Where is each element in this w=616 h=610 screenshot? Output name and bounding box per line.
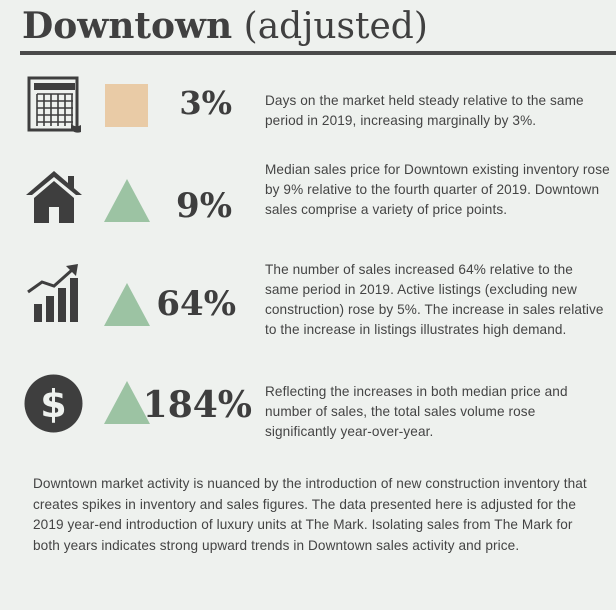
- row-description: The number of sales increased 64% relati…: [265, 262, 604, 337]
- svg-text:$: $: [40, 382, 66, 426]
- title-light: (adjusted): [243, 6, 428, 47]
- percent-value: 9%: [176, 186, 232, 226]
- bar-chart-trend-icon: [27, 264, 78, 322]
- row-description: Median sales price for Downtown existing…: [265, 162, 610, 217]
- triangle-up-marker: [104, 179, 150, 222]
- house-icon: [26, 171, 82, 223]
- row-description: Reflecting the increases in both median …: [265, 384, 568, 439]
- triangle-up-marker: [104, 381, 150, 424]
- percent-value: 3%: [179, 84, 232, 122]
- row-description: Days on the market held steady relative …: [265, 93, 584, 128]
- page-title: Downtown (adjusted): [22, 2, 428, 51]
- footer-note: Downtown market activity is nuanced by t…: [33, 476, 587, 553]
- title-strong: Downtown: [22, 5, 233, 47]
- percent-value: 64%: [156, 284, 236, 324]
- title-rule: [20, 51, 616, 55]
- triangle-up-marker: [104, 283, 150, 326]
- calendar-icon: [27, 76, 81, 133]
- square-marker: [105, 84, 148, 127]
- dollar-icon: $: [24, 374, 83, 433]
- percent-value: 184%: [142, 384, 252, 426]
